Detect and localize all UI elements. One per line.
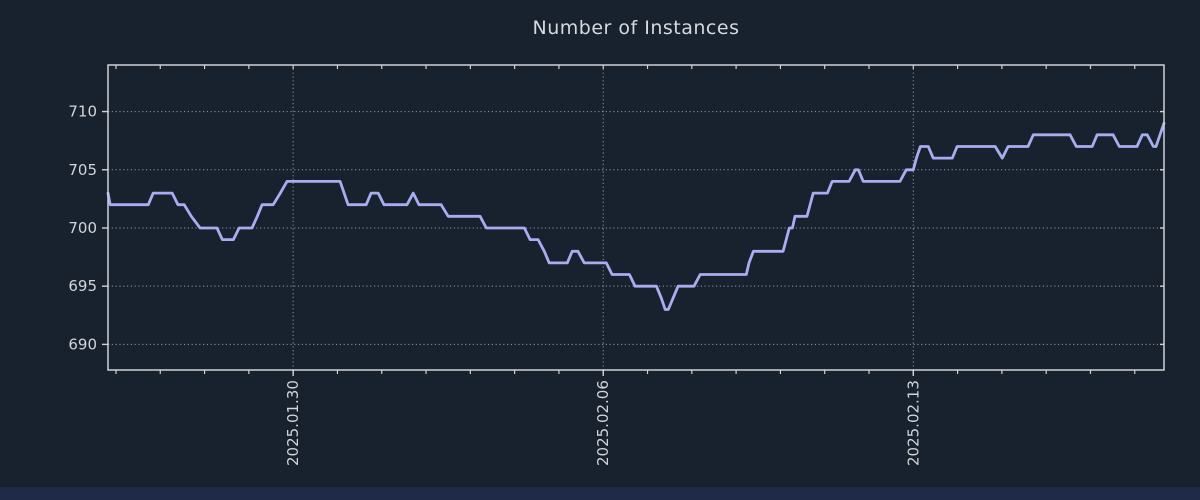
x-tick-label: 2025.01.30: [284, 380, 302, 466]
y-tick-label: 705: [68, 161, 97, 179]
data-line: [106, 121, 1166, 311]
axis-frame: [107, 64, 1165, 371]
chart-title: Number of Instances: [532, 17, 740, 39]
y-tick-label: 690: [68, 335, 97, 353]
x-tick-label: 2025.02.13: [904, 380, 922, 466]
y-tick-label: 700: [68, 219, 97, 237]
x-tick-label: 2025.02.06: [594, 380, 612, 466]
y-tick-label: 695: [68, 277, 97, 295]
y-tick-label: 710: [68, 103, 97, 121]
footer-bar: [0, 487, 1200, 500]
